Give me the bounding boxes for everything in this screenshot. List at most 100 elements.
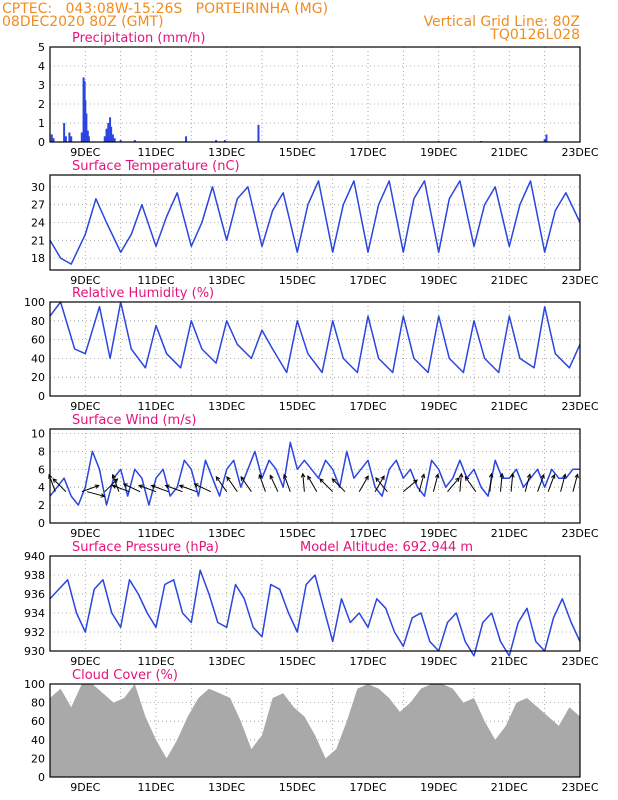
y-tick-label: 100 [24,296,45,309]
y-tick-label: 0 [38,517,45,530]
x-tick-label: 17DEC [349,274,386,287]
x-tick-label: 23DEC [561,781,598,794]
wind-arrow-head [319,478,324,483]
x-tick-label: 21DEC [491,274,528,287]
y-tick-label: 4 [38,481,45,494]
x-tick-label: 21DEC [491,146,528,159]
grid-line-note: Vertical Grid Line: 80Z [423,14,580,30]
y-tick-label: 938 [24,569,45,582]
panel-3: 0 2 4 6 8 10 9DEC 11DEC 13DEC 15DEC 17DEC 19DEC 21DE… [31,413,599,540]
wind-arrow-head [94,484,100,489]
x-tick-label: 23DEC [561,400,598,413]
y-tick-label: 4 [38,60,45,73]
wind-arrow [537,474,545,492]
precip-bar [185,136,188,142]
y-tick-label: 932 [24,626,45,639]
wind-arrow-head [499,472,505,478]
series-line [49,180,581,265]
panel-0: 0 1 2 3 4 5 9DEC 11DEC 13DEC 15DEC 17DEC 19DEC 21DEC… [38,31,599,159]
wind-arrow [375,477,388,493]
x-tick-label: 21DEC [491,655,528,668]
x-tick-label: 19DEC [420,400,457,413]
wind-arrow-head [375,477,380,482]
y-tick-label: 20 [31,752,45,765]
y-tick-label: 0 [38,390,45,403]
panel-title: Surface Temperature (nC) [72,159,240,174]
precip-bar [543,139,546,142]
wind-arrow [165,485,183,493]
wind-arrow-head [226,475,231,481]
wind-arrow-head [269,474,274,480]
precip-bar [119,140,122,142]
x-tick-label: 13DEC [208,781,245,794]
wind-arrow [138,485,157,493]
y-tick-label: 930 [24,645,45,658]
x-tick-label: 13DEC [208,400,245,413]
precip-bar [84,100,87,142]
x-tick-label: 23DEC [561,527,598,540]
panel-title: Surface Wind (m/s) [72,413,196,428]
y-tick-label: 6 [38,463,45,476]
x-tick-label: 17DEC [349,400,386,413]
wind-arrow-head [307,475,312,481]
x-tick-label: 19DEC [420,146,457,159]
wind-arrow [500,473,503,492]
x-tick-label: 11DEC [137,146,174,159]
wind-arrow [194,483,212,493]
x-tick-label: 15DEC [279,146,316,159]
y-tick-label: 1 [38,117,45,130]
panel-5: 0 20 40 60 80 100 9DEC 11DEC 13DEC 15DEC 17DEC 19DE… [24,668,599,794]
wind-arrow [307,475,318,492]
wind-arrow-head [526,473,532,479]
wind-arrow-head [380,475,385,481]
panel-title: Cloud Cover (%) [72,668,178,683]
y-tick-label: 940 [24,550,45,563]
wind-arrow [52,478,67,493]
x-tick-label: 13DEC [208,527,245,540]
precip-bar [545,134,548,142]
y-tick-label: 60 [31,334,45,347]
wind-arrow-head [540,473,545,479]
wind-arrow-head [434,473,440,479]
x-tick-label: 11DEC [137,527,174,540]
series-line [49,301,581,374]
y-tick-label: 100 [24,678,45,691]
x-tick-label: 15DEC [279,655,316,668]
wind-arrow [547,474,555,492]
y-tick-label: 934 [24,607,45,620]
wind-arrow-head [122,483,128,488]
precip-bar [52,138,55,142]
wind-arrow-head [331,478,337,483]
wind-arrow-head [111,484,117,489]
date-line: 08DEC2020 80Z (GMT) [2,14,164,30]
y-tick-label: 21 [31,234,45,247]
wind-arrow [510,473,514,492]
wind-arrow-head [420,473,426,479]
panel-title: Precipitation (mm/h) [72,31,205,46]
y-tick-label: 2 [38,499,45,512]
precip-bar [82,77,85,142]
wind-arrow [226,476,238,492]
wind-arrow-head [100,493,106,498]
wind-arrow [358,475,369,492]
x-tick-label: 19DEC [420,527,457,540]
wind-arrow-head [193,483,199,488]
x-tick-label: 15DEC [279,781,316,794]
x-tick-label: 17DEC [349,527,386,540]
cloud-area [50,684,580,777]
panel-frame [49,46,581,143]
wind-arrow [374,475,385,492]
precip-bar [113,138,116,142]
wind-arrow-head [551,473,556,479]
wind-arrow [489,473,492,492]
x-tick-label: 17DEC [349,655,386,668]
x-tick-label: 13DEC [208,274,245,287]
panel-4: 930 932 934 936 938 940 9DEC 11DEC 13DEC 15DEC 17D… [24,540,599,668]
wind-arrow-head [48,473,53,479]
panel-1: 18 21 24 27 30 9DEC 11DEC 13DEC 15DEC 17DEC 19DEC 2… [31,159,599,287]
series-line [49,441,580,506]
wind-arrow-head [178,484,184,489]
wind-arrow-head [574,473,579,479]
wind-arrow-head [300,472,306,478]
